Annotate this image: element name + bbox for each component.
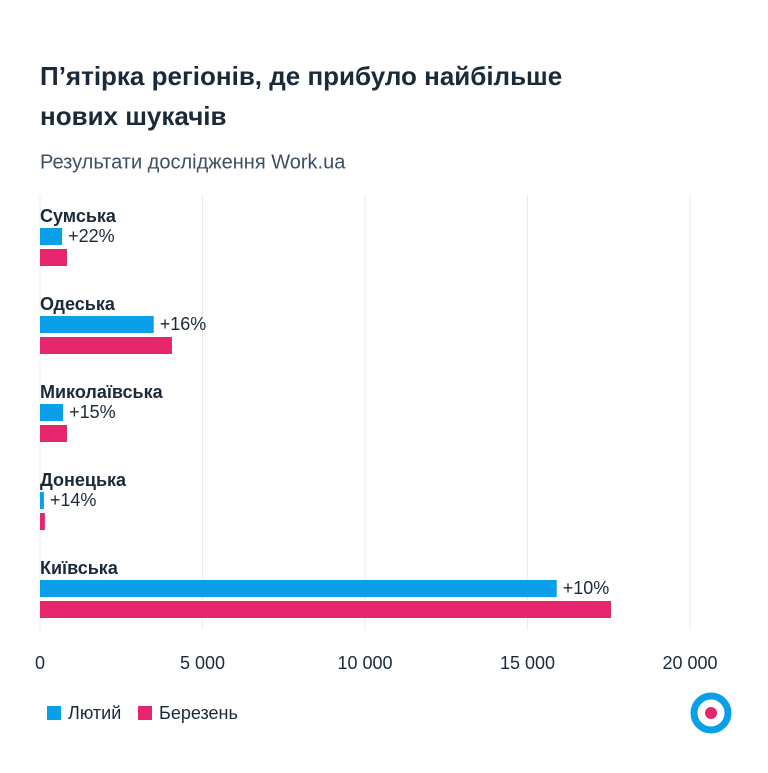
legend-swatch — [138, 706, 152, 720]
change-label: +10% — [563, 578, 610, 598]
bar — [40, 249, 67, 266]
change-label: +15% — [69, 402, 116, 422]
bar — [40, 337, 172, 354]
bar — [40, 580, 557, 597]
bar — [40, 492, 44, 509]
bar — [40, 228, 63, 245]
category-label: Одеська — [40, 294, 116, 314]
legend-label: Лютий — [68, 703, 121, 723]
chart-title: П’ятірка регіонів, де прибуло найбільше — [40, 61, 562, 91]
legend-swatch — [47, 706, 61, 720]
change-label: +22% — [68, 226, 115, 246]
bar — [40, 601, 612, 618]
legend-label: Березень — [159, 703, 238, 723]
x-tick-label: 20 000 — [662, 653, 717, 673]
change-label: +14% — [50, 490, 97, 510]
bar — [40, 404, 64, 421]
x-tick-label: 15 000 — [500, 653, 555, 673]
x-tick-label: 5 000 — [180, 653, 225, 673]
bar — [40, 316, 154, 333]
logo — [690, 692, 732, 734]
bar — [40, 513, 45, 530]
category-label: Сумська — [40, 206, 117, 226]
x-tick-label: 10 000 — [337, 653, 392, 673]
category-label: Миколаївська — [40, 382, 164, 402]
x-tick-label: 0 — [35, 653, 45, 673]
chart-subtitle: Результати дослідження Work.ua — [40, 151, 346, 173]
category-label: Київська — [40, 558, 119, 578]
change-label: +16% — [160, 314, 207, 334]
category-label: Донецька — [40, 470, 127, 490]
chart-title: нових шукачів — [40, 101, 227, 131]
bar — [40, 425, 67, 442]
